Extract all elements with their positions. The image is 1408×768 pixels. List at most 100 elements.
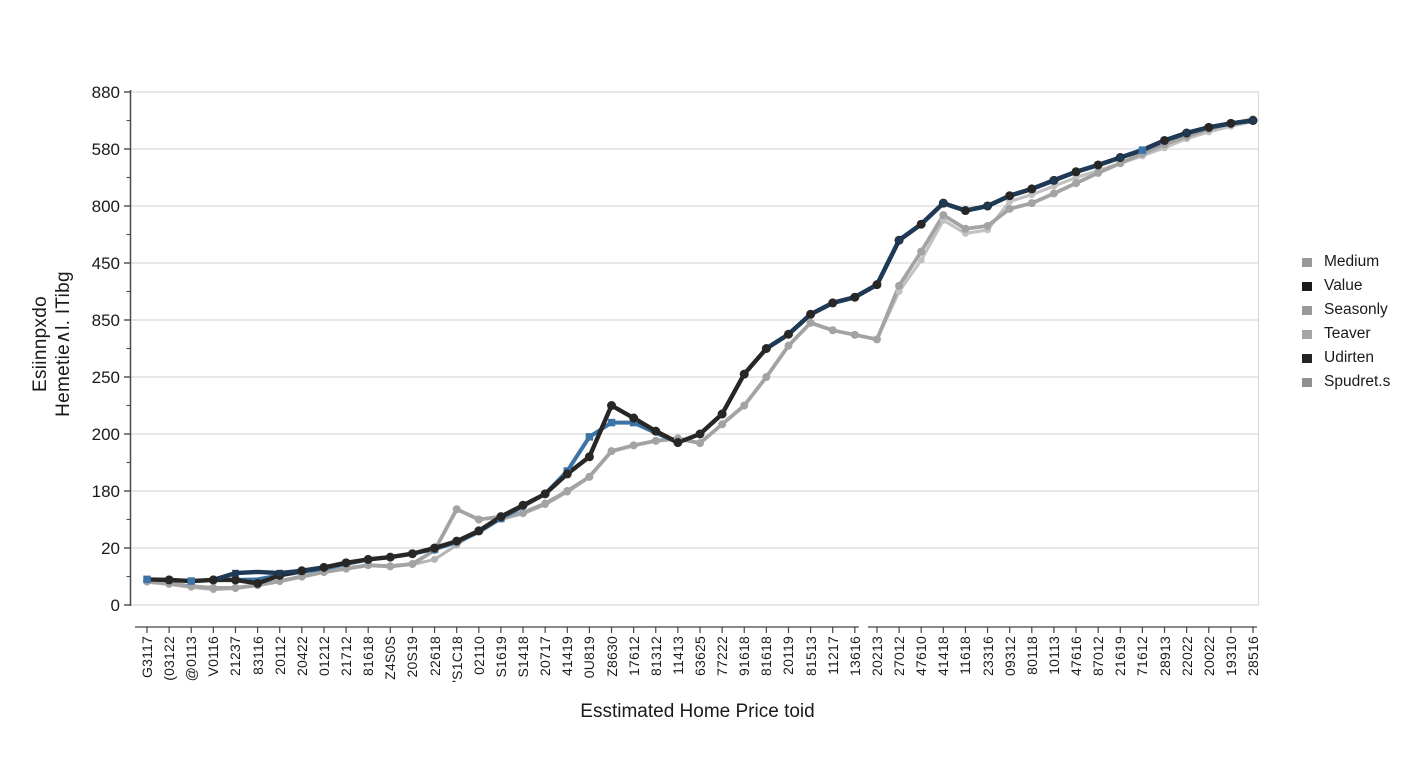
series-marker-value bbox=[230, 575, 240, 585]
x-tick-label: 41418 bbox=[935, 636, 952, 676]
series-marker-seasonly bbox=[607, 447, 616, 456]
x-tick-label: 22618 bbox=[426, 636, 443, 676]
series-marker-seasonly bbox=[740, 401, 749, 410]
series-marker-medium bbox=[143, 575, 151, 584]
series-marker-value bbox=[496, 512, 506, 522]
x-tick-label: 81513 bbox=[802, 636, 819, 676]
x-tick-label: 77222 bbox=[714, 636, 731, 676]
x-tick-label: 28913 bbox=[1156, 636, 1173, 676]
series-marker-udirten bbox=[1249, 117, 1257, 124]
series-marker-udirten bbox=[276, 569, 283, 577]
series-marker-udirten bbox=[1183, 129, 1190, 137]
x-tick-label: 20213 bbox=[868, 636, 885, 676]
legend-label: Teaver bbox=[1324, 325, 1371, 342]
x-tick-label: 23316 bbox=[979, 636, 996, 676]
y-tick-label: 450 bbox=[91, 254, 120, 273]
x-tick-label: 81618 bbox=[758, 636, 775, 676]
y-tick-label: 580 bbox=[91, 140, 120, 159]
series-line-medium bbox=[145, 118, 1255, 584]
series-marker-value bbox=[607, 401, 617, 410]
legend-item-teaver: Teaver bbox=[1302, 322, 1390, 346]
legend-item-medium: Medium bbox=[1302, 250, 1390, 274]
x-tick-label: 63625 bbox=[692, 636, 708, 676]
series-marker-seasonly bbox=[895, 281, 904, 290]
x-tick-label: 11413 bbox=[669, 636, 686, 675]
series-marker-seasonly bbox=[696, 439, 704, 448]
series-marker-medium bbox=[187, 577, 195, 585]
y-tick-label: 880 bbox=[91, 83, 120, 102]
series-marker-udirten bbox=[940, 199, 947, 207]
series-marker-seasonly bbox=[917, 247, 926, 256]
series-marker-seasonly bbox=[961, 224, 970, 233]
series-marker-value bbox=[452, 536, 462, 546]
series-marker-seasonly bbox=[1072, 179, 1081, 188]
series-marker-seasonly bbox=[563, 487, 572, 495]
x-tick-label: 20717 bbox=[537, 636, 554, 676]
series-marker-seasonly bbox=[629, 441, 638, 450]
x-tick-label: 20S19 bbox=[404, 636, 421, 678]
legend-marker-icon bbox=[1302, 257, 1312, 267]
series-marker-seasonly bbox=[585, 472, 594, 481]
series-marker-udirten bbox=[984, 202, 991, 210]
x-axis-title: Esstimated Home Price toid bbox=[580, 701, 815, 722]
x-tick-label: 20422 bbox=[293, 636, 310, 676]
x-tick-label: 91618 bbox=[736, 636, 753, 676]
series-marker-teaver bbox=[431, 555, 439, 563]
series-marker-value bbox=[208, 575, 218, 585]
legend-item-seasonly: Seasonly bbox=[1302, 298, 1390, 322]
series-marker-value bbox=[584, 452, 594, 462]
series-marker-seasonly bbox=[519, 508, 528, 517]
legend-marker-icon bbox=[1302, 377, 1312, 387]
legend-item-udirten: Udirten bbox=[1302, 346, 1390, 370]
legend-label: Spudret.s bbox=[1324, 373, 1391, 390]
x-tick-label: 27012 bbox=[891, 636, 908, 676]
series-marker-value bbox=[297, 566, 307, 576]
y-tick-label: 0 bbox=[110, 596, 120, 615]
series-marker-seasonly bbox=[408, 559, 417, 568]
series-marker-value bbox=[1027, 184, 1037, 194]
x-tick-label: V0116 bbox=[205, 636, 222, 677]
chart-legend: Medium Value Seasonly Teaver Udirten Spudret.… bbox=[1302, 250, 1390, 394]
y-tick-label: 200 bbox=[91, 425, 120, 444]
series-marker-seasonly bbox=[541, 499, 550, 508]
series-marker-medium bbox=[1138, 146, 1147, 154]
series-marker-udirten bbox=[232, 569, 239, 577]
x-tick-label: S1619 bbox=[492, 636, 509, 678]
x-tick-label: 22022 bbox=[1178, 636, 1195, 676]
series-marker-value bbox=[717, 409, 727, 419]
y-axis-title-line2: Hemetie∧l. ITibg bbox=[53, 271, 74, 417]
series-marker-seasonly bbox=[231, 583, 240, 592]
y-tick-label: 20 bbox=[101, 539, 120, 558]
x-tick-label: 21619 bbox=[1112, 636, 1129, 676]
series-marker-value bbox=[430, 543, 440, 553]
series-marker-seasonly bbox=[386, 562, 395, 571]
x-tick-label: Z4S0S bbox=[382, 636, 399, 680]
x-tick-label: 28516 bbox=[1245, 636, 1261, 676]
legend-label: Medium bbox=[1324, 253, 1380, 270]
y-tick-label: 180 bbox=[91, 482, 120, 501]
series-marker-value bbox=[164, 575, 174, 585]
series-marker-medium bbox=[629, 418, 638, 427]
x-tick-label: 11217 bbox=[824, 636, 841, 675]
series-marker-seasonly bbox=[1094, 168, 1103, 177]
series-marker-seasonly bbox=[872, 335, 881, 344]
y-tick-label: 250 bbox=[91, 368, 120, 387]
y-axis-title: Esiinnpxdo Hemetie∧l. ITibg bbox=[29, 184, 75, 504]
x-tick-label: @0113 bbox=[183, 636, 200, 682]
series-marker-value bbox=[828, 298, 838, 308]
series-marker-value bbox=[695, 429, 705, 439]
series-marker-value bbox=[651, 426, 661, 436]
legend-item-value: Value bbox=[1302, 274, 1390, 298]
series-marker-value bbox=[916, 219, 926, 229]
x-tick-label: (03122 bbox=[161, 636, 178, 681]
series-marker-value bbox=[1204, 122, 1214, 132]
x-tick-label: 02110 bbox=[470, 636, 487, 675]
x-tick-label: 20022 bbox=[1200, 636, 1217, 676]
x-tick-label: 0U819 bbox=[581, 636, 598, 679]
series-marker-value bbox=[562, 469, 572, 479]
x-tick-label: 80118 bbox=[1023, 636, 1040, 675]
series-marker-value bbox=[761, 344, 771, 353]
x-tick-label: 21712 bbox=[338, 636, 355, 676]
x-tick-label: 20119 bbox=[780, 636, 797, 675]
series-line-spudret-s bbox=[145, 120, 1255, 590]
